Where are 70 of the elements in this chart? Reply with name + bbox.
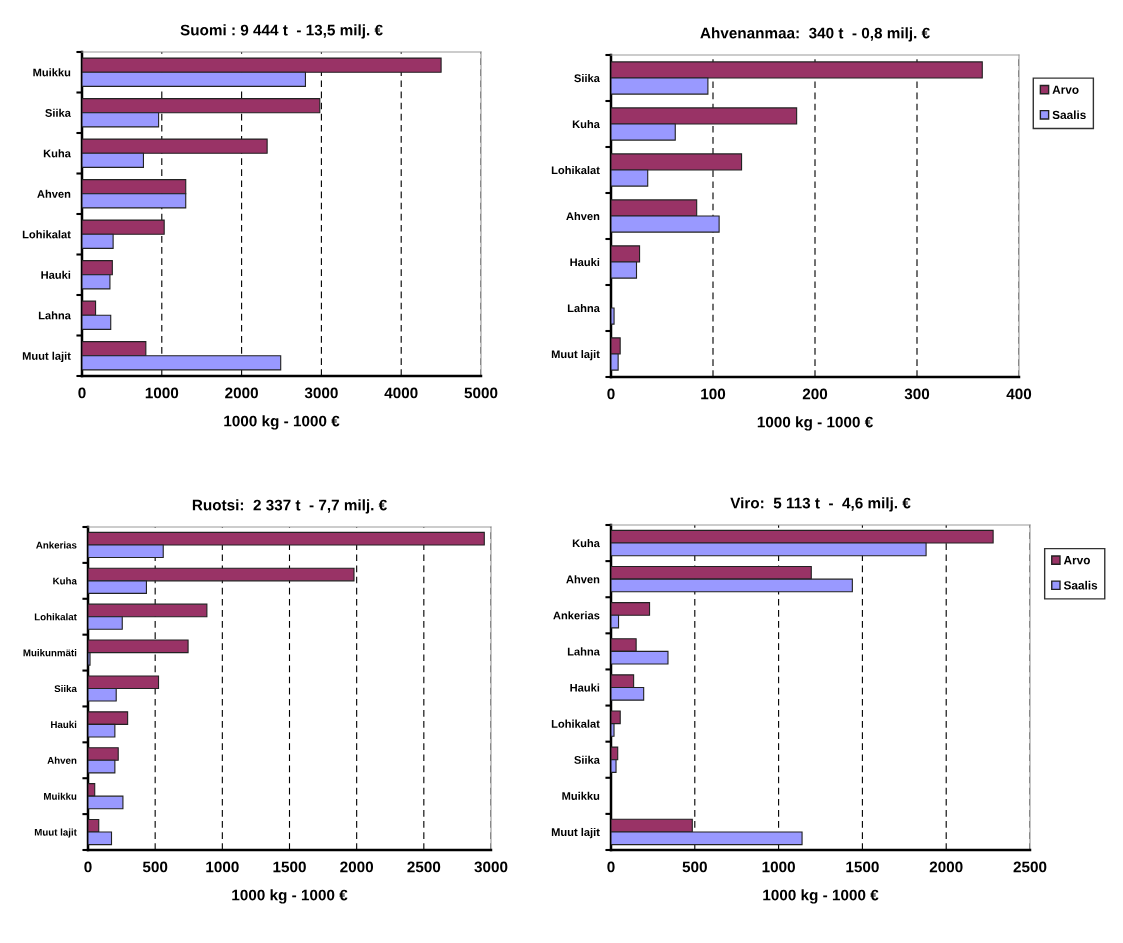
y-tick-label: Muikunmäti	[23, 649, 77, 657]
y-tick-label: Hauki	[41, 270, 71, 279]
x-tick-label: 2000	[340, 861, 374, 873]
x-tick-label: 3000	[474, 861, 508, 873]
chart-title: Viro: 5 113 t - 4,6 milj. €	[730, 497, 911, 512]
y-tick-label: Ahven	[47, 756, 77, 764]
y-tick-label: Kuha	[53, 577, 77, 585]
x-axis-title: 1000 kg - 1000 €	[224, 415, 340, 430]
y-tick-label: Kuha	[43, 149, 71, 158]
x-tick-label: 5000	[464, 387, 498, 399]
chart-title: Ruotsi: 2 337 t - 7,7 milj. €	[192, 499, 387, 514]
x-tick-label: 0	[84, 861, 92, 873]
y-tick-label: Muut lajit	[22, 351, 71, 363]
y-tick-label: Siika	[574, 73, 600, 83]
y-tick-label: Siika	[574, 755, 600, 764]
x-tick-label: 1000	[762, 861, 795, 873]
y-tick-label: Ahven	[566, 211, 600, 221]
y-tick-label: Ahven	[37, 189, 71, 198]
x-tick-label: 500	[142, 861, 168, 873]
y-tick-label: Kuha	[572, 539, 600, 548]
y-tick-label: Muut lajit	[34, 828, 77, 838]
y-tick-label: Lahna	[567, 303, 600, 313]
x-axis-title: 1000 kg - 1000 €	[232, 889, 348, 904]
y-tick-label: Ankerias	[36, 541, 77, 549]
chart-title: Ahvenanmaa: 340 t - 0,8 milj. €	[700, 27, 930, 42]
y-tick-label: Ankerias	[553, 611, 600, 620]
x-tick-label: 100	[701, 388, 726, 400]
y-tick-label: Lohikalat	[551, 165, 600, 175]
y-tick-label: Lahna	[38, 311, 71, 320]
x-tick-label: 0	[607, 388, 615, 400]
x-tick-label: 3000	[304, 387, 338, 399]
y-tick-label: Siika	[54, 684, 77, 693]
y-tick-label: Hauki	[51, 720, 77, 729]
x-tick-label: 1500	[273, 861, 306, 873]
chart-title: Suomi : 9 444 t - 13,5 milj. €	[180, 24, 383, 39]
y-tick-label: Muut lajit	[551, 827, 600, 839]
x-tick-label: 2000	[225, 387, 258, 399]
legend-label: Saalis	[1063, 580, 1098, 590]
x-tick-label: 400	[1006, 388, 1032, 400]
x-tick-label: 2000	[929, 861, 963, 873]
x-tick-label: 500	[682, 861, 707, 873]
x-tick-label: 2500	[1013, 861, 1047, 873]
y-tick-label: Muikku	[44, 792, 77, 800]
x-axis-title: 1000 kg - 1000 €	[763, 889, 879, 904]
x-tick-label: 300	[904, 388, 930, 400]
y-tick-label: Lohikalat	[34, 613, 77, 621]
y-tick-label: Lahna	[567, 647, 600, 656]
y-tick-label: Siika	[45, 108, 71, 117]
y-tick-label: Hauki	[570, 683, 600, 692]
y-tick-label: Hauki	[570, 257, 600, 267]
x-tick-label: 200	[802, 388, 828, 400]
y-tick-label: Muikku	[562, 791, 600, 800]
y-tick-label: Ahven	[566, 575, 600, 584]
y-tick-label: Lohikalat	[551, 719, 600, 728]
x-axis-title: 1000 kg - 1000 €	[757, 416, 873, 431]
y-tick-label: Lohikalat	[22, 230, 71, 239]
y-tick-label: Muikku	[33, 68, 71, 77]
x-tick-label: 1000	[145, 387, 179, 399]
legend-label: Arvo	[1052, 85, 1079, 94]
x-tick-label: 1000	[206, 861, 239, 873]
x-tick-label: 4000	[384, 387, 418, 399]
bar	[611, 307, 615, 325]
x-tick-label: 2500	[407, 861, 441, 873]
y-tick-label: Kuha	[572, 119, 600, 129]
x-tick-label: 1500	[846, 861, 879, 873]
legend-label: Saalis	[1052, 110, 1086, 120]
x-tick-label: 0	[78, 387, 86, 399]
y-tick-label: Muut lajit	[551, 349, 600, 361]
legend-label: Arvo	[1063, 556, 1090, 565]
x-tick-label: 0	[607, 861, 615, 873]
